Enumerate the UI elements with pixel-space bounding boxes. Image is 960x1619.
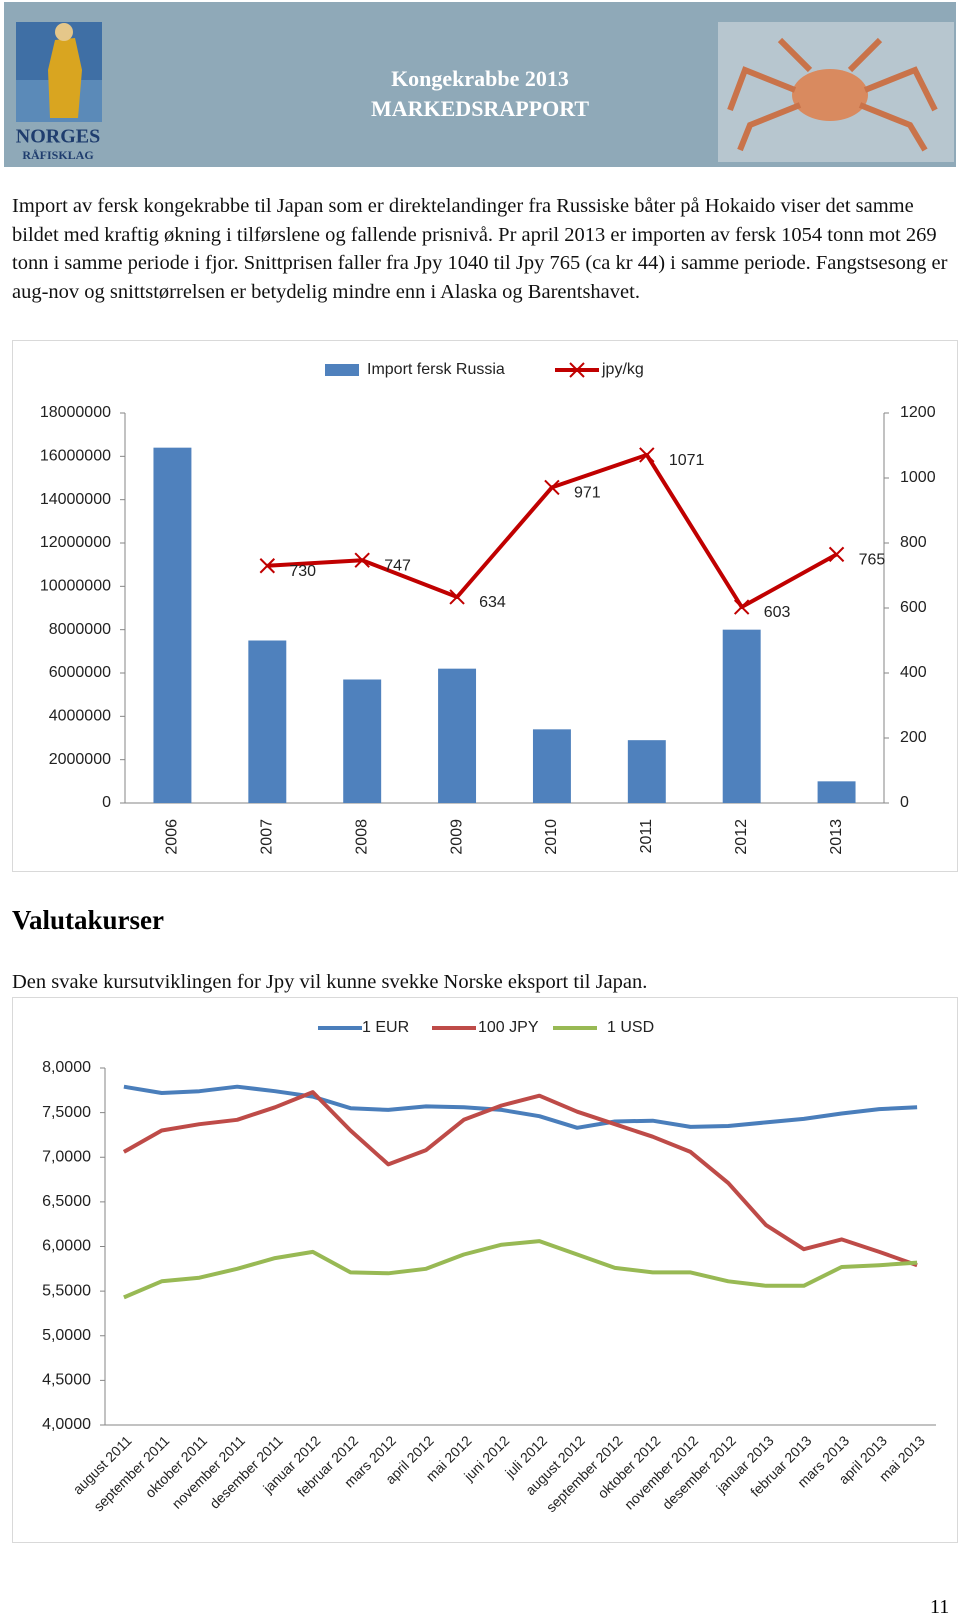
y-tick-label: 8,0000: [42, 1059, 91, 1076]
line-series: [123, 1084, 918, 1130]
x-tick-label: 2011: [638, 819, 655, 854]
bar: [248, 640, 287, 803]
data-label: 730: [289, 563, 316, 580]
header-banner: NORGES RÅFISKLAG Kongekrabbe 2013 MARKED…: [4, 2, 956, 167]
line-marker: [354, 552, 370, 568]
legend-label: 1 EUR: [362, 1019, 409, 1036]
data-label: 634: [479, 594, 506, 611]
line-marker: [828, 546, 845, 563]
bar: [627, 740, 666, 803]
x-tick-label: 2010: [543, 819, 560, 855]
legend-swatch: [325, 364, 359, 376]
y-tick-label: 4,5000: [42, 1372, 91, 1389]
header-title: Kongekrabbe 2013: [391, 66, 569, 91]
bar: [817, 781, 856, 803]
legend-marker: [569, 362, 585, 378]
y-tick-label: 7,0000: [42, 1148, 91, 1165]
y2-tick-label: 0: [900, 794, 909, 811]
bar: [438, 668, 477, 803]
y-tick-label: 2000000: [49, 751, 111, 768]
y-tick-label: 16000000: [40, 448, 111, 465]
data-label: 971: [574, 485, 601, 502]
x-tick-label: 2008: [353, 819, 370, 855]
y-tick-label: 5,0000: [42, 1327, 91, 1344]
x-tick-label: 2007: [259, 819, 276, 855]
y-tick-label: 4,0000: [42, 1416, 91, 1433]
y2-tick-label: 1000: [900, 469, 936, 486]
y-tick-label: 12000000: [40, 534, 111, 551]
bar: [153, 447, 192, 803]
legend-label: 100 JPY: [478, 1019, 539, 1036]
logo-head: [55, 23, 73, 41]
chart: 4,0000 4,5000 5,0000 5,5000 6,0000 6,5000 7,00…: [12, 997, 958, 1543]
line-series: [123, 1239, 918, 1300]
y-tick-label: 6,5000: [42, 1193, 91, 1210]
x-tick-label: 2009: [448, 819, 465, 855]
bar: [722, 629, 761, 803]
line-marker: [449, 589, 465, 605]
chart: 0 2000000 4000000 6000000 8000000 10000000 120…: [12, 340, 958, 872]
y-tick-label: 18000000: [40, 404, 111, 421]
legend-label: jpy/kg: [601, 361, 644, 378]
y2-tick-label: 1200: [900, 404, 936, 421]
y-tick-label: 6,0000: [42, 1238, 91, 1255]
data-label: 1071: [669, 452, 705, 469]
data-label: 603: [764, 604, 791, 621]
y-tick-label: 7,5000: [42, 1104, 91, 1121]
y-tick-label: 5,5000: [42, 1282, 91, 1299]
logo-text: NORGES: [16, 126, 100, 148]
line-marker: [639, 447, 655, 463]
x-tick-label: 2006: [164, 819, 181, 855]
line-series: [122, 1090, 918, 1268]
logo-figure: [48, 38, 82, 118]
section-heading: Valutakurser: [12, 905, 165, 935]
crab-legs: [727, 37, 938, 152]
x-tick-label: 2013: [828, 819, 845, 855]
data-label: 747: [384, 557, 411, 574]
line-marker: [259, 558, 276, 574]
y-tick-label: 6000000: [49, 664, 111, 681]
y-tick-label: 8000000: [49, 621, 111, 638]
crab-illustration: [718, 22, 954, 162]
line-marker: [733, 599, 750, 615]
y2-tick-label: 600: [900, 599, 927, 616]
header-subtitle: MARKEDSRAPPORT: [371, 96, 589, 121]
y-tick-label: 10000000: [40, 578, 111, 595]
page-number: 11: [930, 1596, 950, 1618]
logo: NORGES RÅFISKLAG: [16, 22, 102, 162]
y-tick-label: 4000000: [49, 708, 111, 725]
bar: [532, 729, 571, 803]
data-label: 765: [859, 552, 886, 569]
logo-text: RÅFISKLAG: [22, 148, 93, 162]
x-tick-label: 2012: [733, 819, 750, 855]
y2-tick-label: 800: [900, 534, 927, 551]
y2-tick-label: 200: [900, 729, 927, 746]
chart-border: [12, 997, 958, 1543]
y-tick-label: 0: [102, 794, 111, 811]
paragraph: Den svake kursutviklingen for Jpy vil ku…: [12, 971, 648, 993]
paragraph: Import av fersk kongekrabbe til Japan so…: [12, 195, 948, 303]
legend-label: 1 USD: [607, 1019, 654, 1036]
bar: [343, 679, 382, 803]
y2-tick-label: 400: [900, 664, 927, 681]
crab-body: [792, 69, 868, 121]
y-tick-label: 14000000: [40, 491, 111, 508]
line-marker: [544, 479, 560, 496]
legend-label: Import fersk Russia: [367, 361, 505, 378]
